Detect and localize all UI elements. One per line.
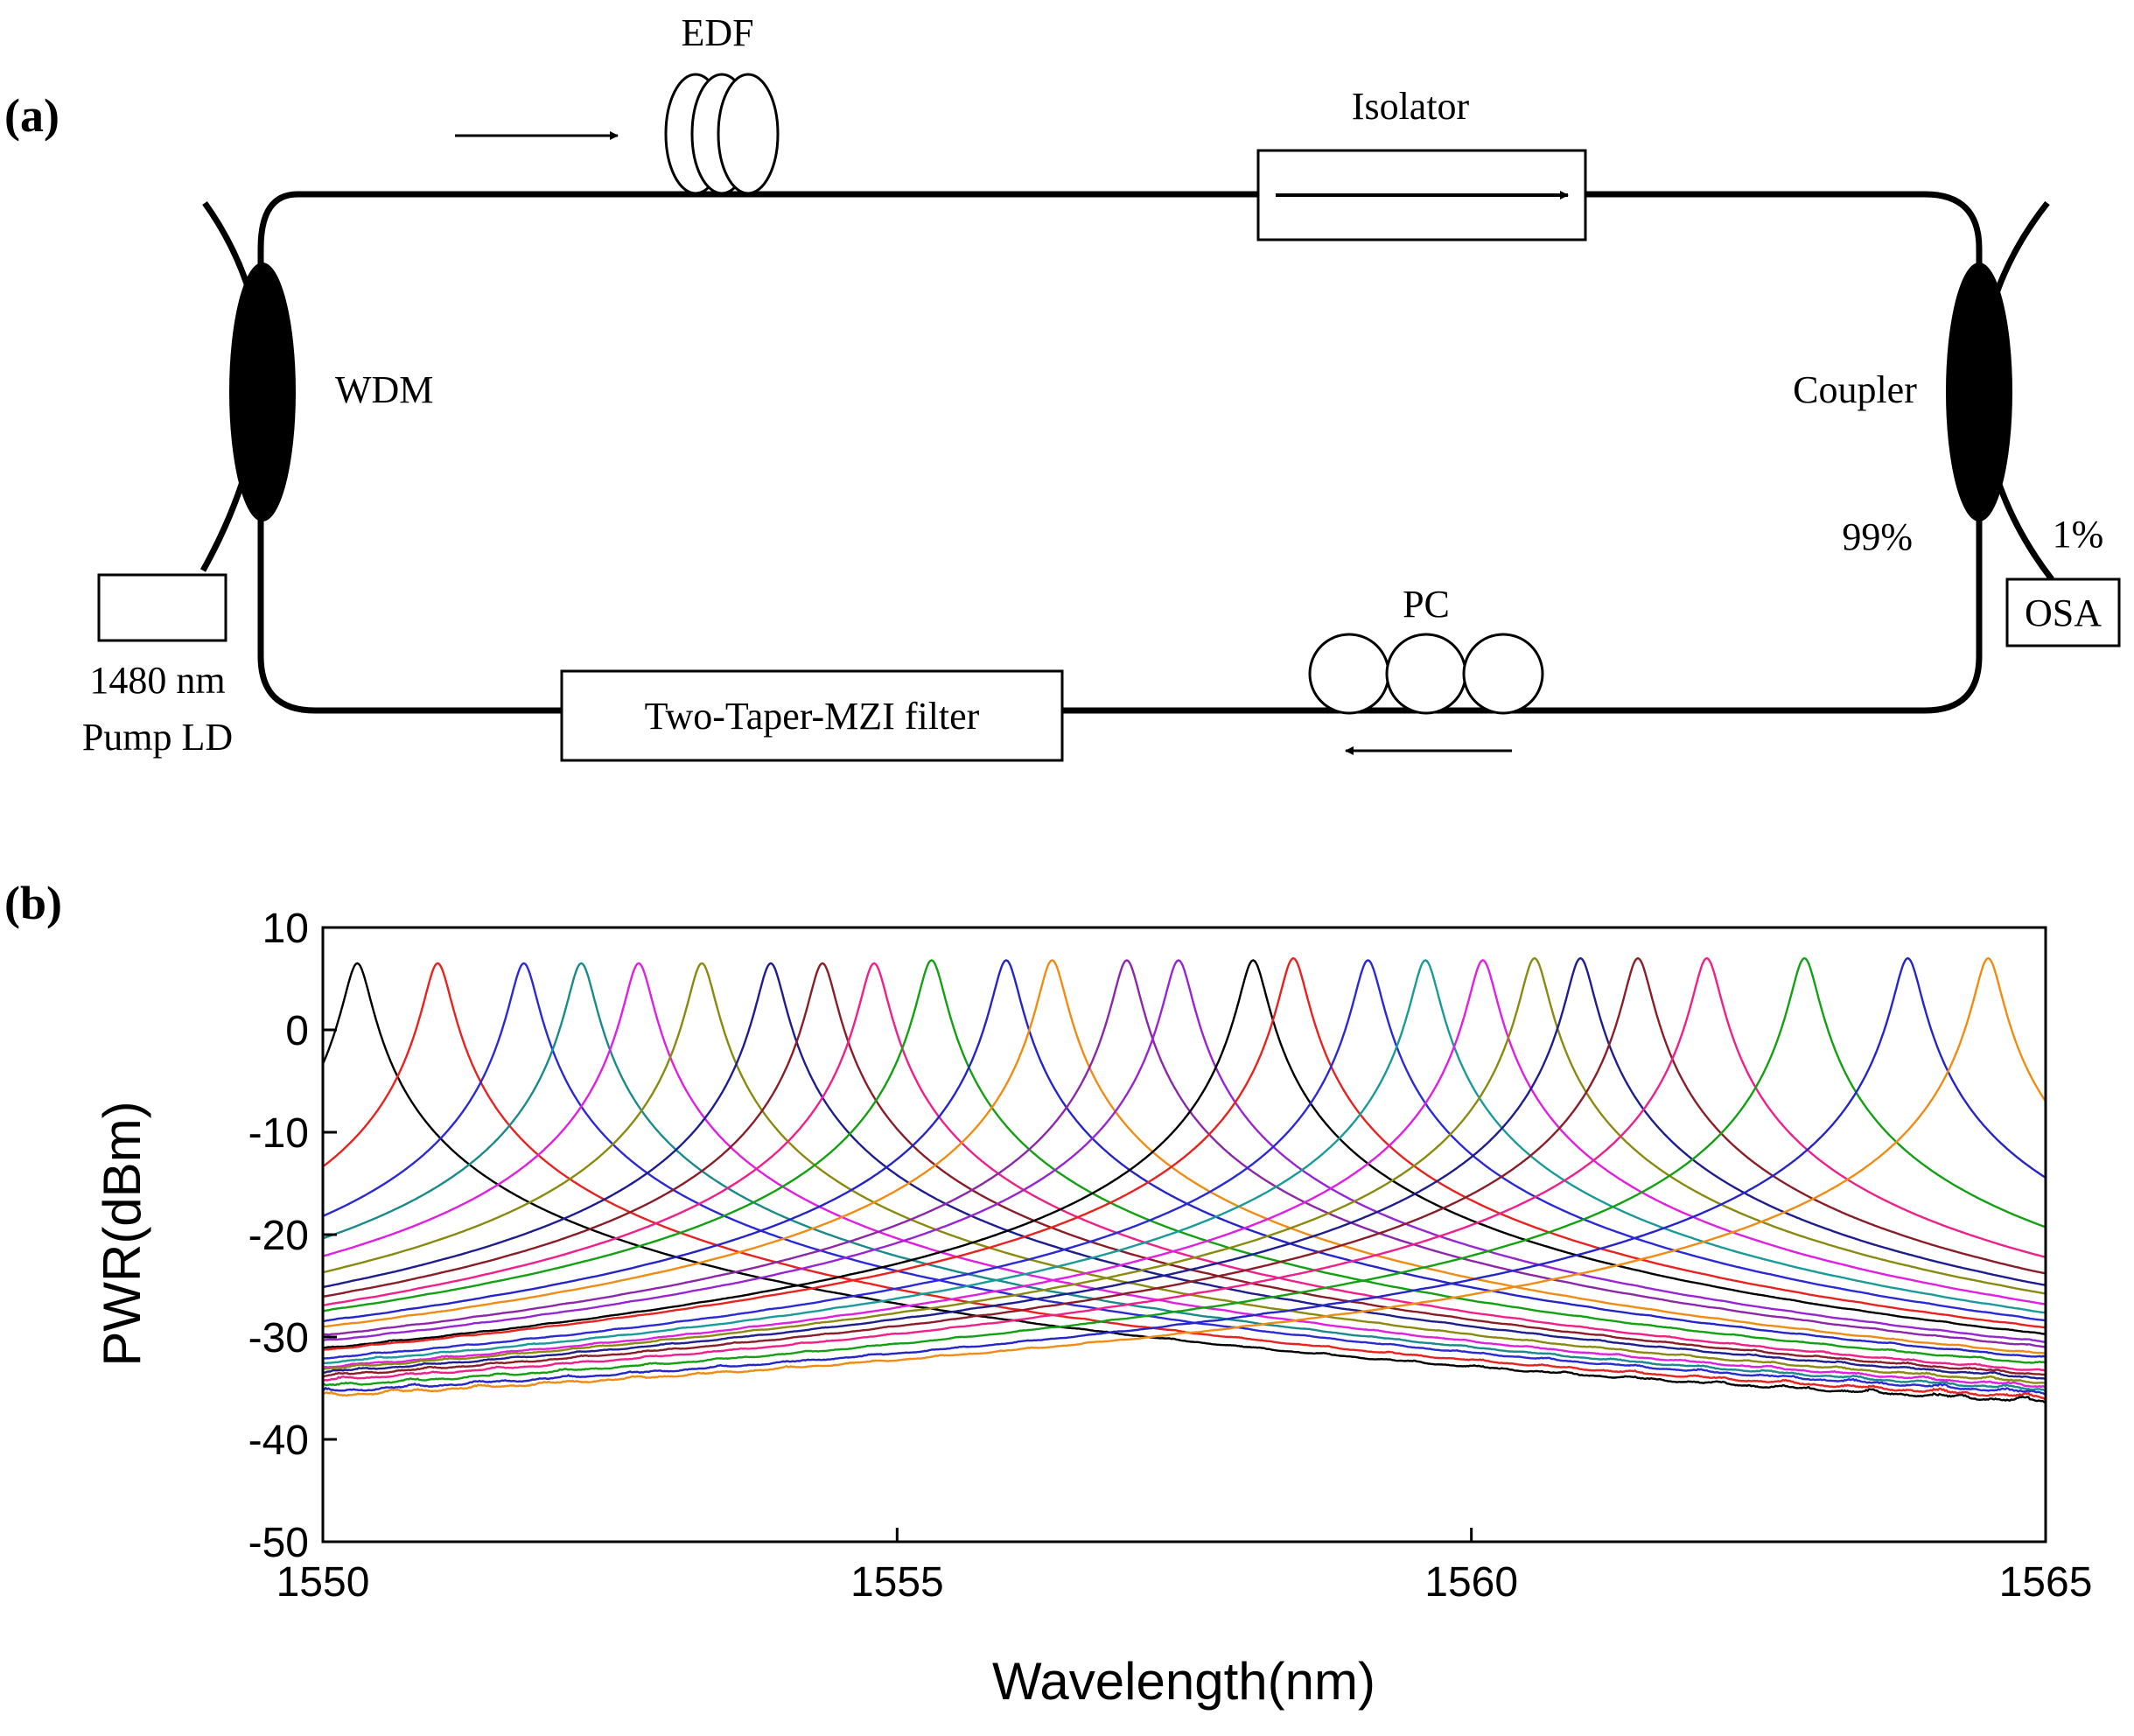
y-tick-label: -30	[248, 1315, 309, 1362]
y-tick-label: -10	[248, 1110, 309, 1157]
spectrum-line-ch8	[324, 962, 2046, 1376]
coupler-label: Coupler	[1793, 368, 1917, 411]
spectrum-line-ch19	[324, 959, 2046, 1368]
osa-label: OSA	[2025, 592, 2102, 634]
panel-b-label: (b)	[4, 877, 62, 929]
spectrum-line-ch14	[324, 959, 2046, 1344]
isolator-label: Isolator	[1352, 85, 1470, 128]
panel-a: (a) EDF Isolator WDM 1480 nm Pump LD Cou…	[4, 11, 2121, 762]
mzi-filter-box	[560, 669, 1064, 762]
coupler-ratio-main: 99%	[1842, 515, 1913, 558]
spectrum-line-ch17	[324, 959, 2046, 1360]
x-axis-label: Wavelength(nm)	[992, 1652, 1375, 1711]
x-tick-label: 1565	[1999, 1559, 2093, 1606]
osa-box	[2005, 578, 2121, 648]
wdm-label: WDM	[335, 368, 433, 411]
y-tick-label: -20	[248, 1213, 309, 1259]
edf-coil-icon	[664, 73, 780, 195]
spectrum-line-ch24	[324, 956, 2046, 1387]
output-coupler-icon	[1946, 262, 2012, 522]
x-tick-label: 1550	[276, 1559, 370, 1606]
x-tick-label: 1555	[850, 1559, 944, 1606]
spectrum-line-ch25	[324, 956, 2046, 1392]
y-tick-label: -50	[248, 1520, 309, 1566]
coupler-ratio-output: 1%	[2053, 513, 2104, 556]
spectrum-line-ch7	[324, 962, 2046, 1380]
spectrum-line-ch26	[324, 956, 2046, 1397]
y-tick-label: -40	[248, 1418, 309, 1464]
spectrum-line-ch3	[324, 962, 2046, 1396]
polarization-controller-icon	[1308, 633, 1544, 715]
spectrum-line-ch5	[324, 962, 2046, 1389]
pump-ld-label: Pump LD	[82, 716, 233, 759]
wdm-coupler-icon	[229, 262, 296, 522]
pump-wavelength-label: 1480 nm	[89, 659, 225, 702]
spectrum-line-ch12	[324, 959, 2046, 1354]
pump-ld-box	[97, 573, 227, 642]
spectrum-line-ch9	[324, 962, 2046, 1372]
panel-b: (b) 1550 1555 1560 1565 10 0 -10 -20 -30 -40 -50 W…	[4, 877, 2092, 1711]
spectrum-line-ch1	[324, 962, 2046, 1404]
spectrum-line-ch22	[324, 956, 2046, 1378]
y-tick-label: 0	[285, 1008, 309, 1054]
y-axis-label: PWR(dBm)	[93, 1101, 151, 1366]
spectrum-line-ch15	[324, 959, 2046, 1349]
spectrum-line-ch10	[324, 959, 2046, 1364]
spectrum-line-ch2	[324, 962, 2046, 1400]
plot-frame	[321, 926, 2047, 1544]
y-tick-label: 10	[262, 906, 309, 952]
spectrum-line-ch16	[324, 956, 2046, 1351]
mzi-filter-label: Two-Taper-MZI filter	[645, 695, 980, 738]
x-tick-label: 1560	[1424, 1559, 1518, 1606]
spectrum-line-ch18	[324, 959, 2046, 1364]
panel-a-label: (a)	[4, 89, 59, 142]
spectrum-line-ch13	[324, 959, 2046, 1348]
spectrum-line-ch20	[324, 956, 2046, 1370]
spectrum-line-ch21	[324, 956, 2046, 1374]
pc-label: PC	[1403, 583, 1450, 626]
spectrum-line-ch23	[324, 956, 2046, 1382]
fiber-ring	[257, 191, 1983, 714]
spectrum-series	[324, 956, 2046, 1404]
axis-ticks: 1550 1555 1560 1565 10 0 -10 -20 -30 -40 -50	[248, 906, 2093, 1606]
spectrum-line-ch6	[324, 962, 2046, 1384]
spectrum-line-ch11	[324, 959, 2046, 1358]
edf-label: EDF	[681, 11, 753, 54]
